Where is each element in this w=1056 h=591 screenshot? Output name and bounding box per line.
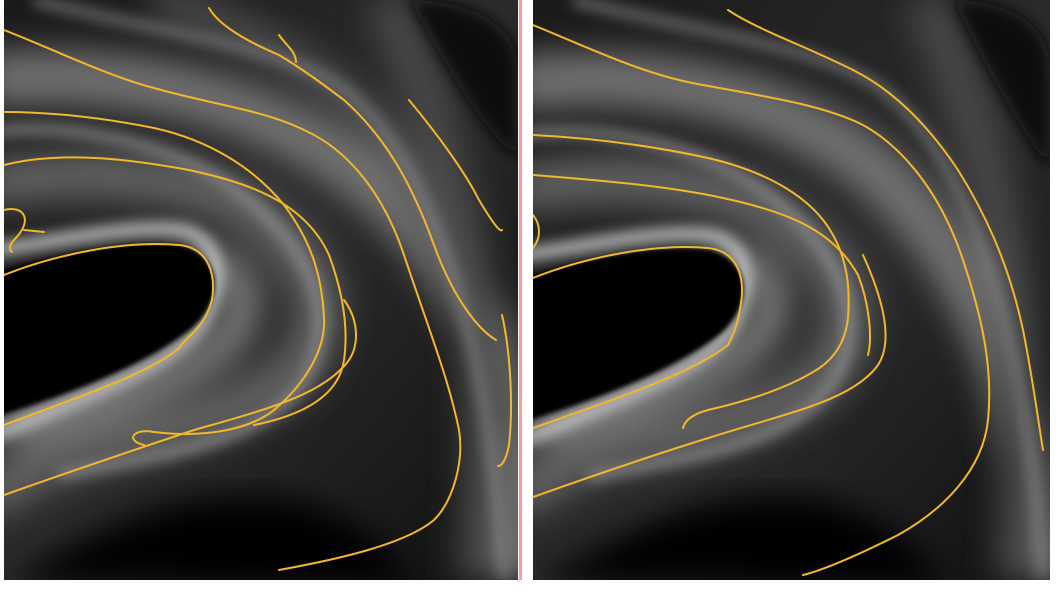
right-flow-image <box>533 0 1050 580</box>
dark-regions <box>533 0 1050 580</box>
panel-gap <box>522 0 533 580</box>
right-contour-lines <box>533 9 1044 576</box>
left-panel <box>4 0 518 580</box>
left-contour-lines <box>4 7 512 571</box>
left-flow-image <box>4 0 518 580</box>
panel-divider <box>519 0 522 580</box>
right-panel <box>533 0 1050 580</box>
dark-regions <box>4 0 518 580</box>
soft-flow-bands <box>533 0 1050 580</box>
